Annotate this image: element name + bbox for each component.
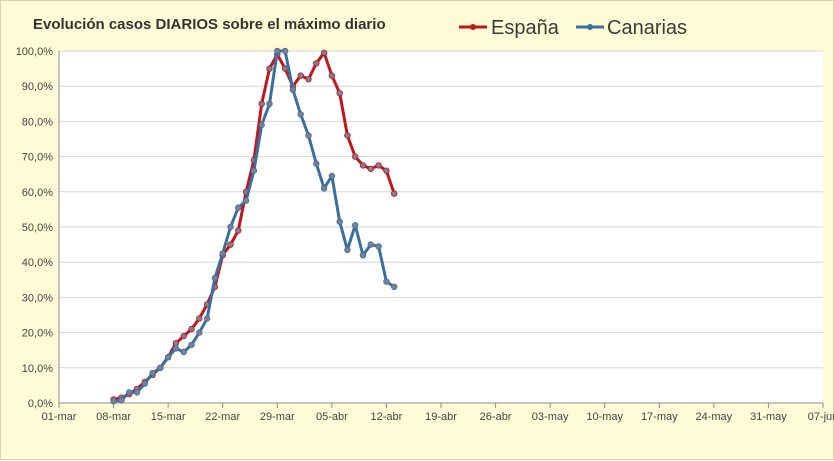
data-point-canarias xyxy=(281,47,289,55)
data-point-canarias xyxy=(203,315,211,322)
axes xyxy=(58,51,824,408)
data-point-espana xyxy=(336,89,343,97)
data-point-espana xyxy=(172,340,180,347)
x-tick-label: 01-mar xyxy=(42,411,77,423)
data-point-canarias xyxy=(305,132,312,139)
data-point-espana xyxy=(383,167,390,174)
data-point-espana xyxy=(352,153,359,160)
x-tick-label: 29-mar xyxy=(260,411,295,423)
legend-marker-espana xyxy=(470,24,476,30)
tick-labels: 0,0% 10,0% 20,0% 30,0% 40,0% 50,0% 60,0% 70,0% 8… xyxy=(16,46,834,423)
x-tick-label: 19-abr xyxy=(425,411,457,423)
data-point-canarias xyxy=(320,185,328,192)
data-point-espana xyxy=(359,162,367,169)
data-point-canarias xyxy=(227,223,234,231)
data-point-canarias xyxy=(118,397,125,404)
data-point-canarias xyxy=(196,329,203,336)
data-point-canarias xyxy=(266,100,273,107)
y-tick-label: 40,0% xyxy=(22,257,53,269)
x-tick-label: 15-mar xyxy=(151,411,186,423)
data-point-canarias xyxy=(375,243,382,250)
data-point-canarias xyxy=(289,86,297,93)
data-point-canarias xyxy=(149,369,156,377)
data-point-espana xyxy=(344,132,351,139)
x-tick-label: 12-abr xyxy=(371,411,403,423)
x-tick-label: 26-abr xyxy=(480,411,512,423)
data-point-canarias xyxy=(164,354,172,361)
data-point-canarias xyxy=(336,218,343,225)
data-point-espana xyxy=(188,325,195,333)
data-point-espana xyxy=(235,227,242,234)
x-tick-label: 07-jun xyxy=(808,411,834,423)
data-point-canarias xyxy=(110,398,117,405)
data-point-espana xyxy=(391,190,398,197)
x-tick-label: 08-mar xyxy=(96,411,131,423)
data-point-canarias xyxy=(188,341,195,349)
data-point-canarias xyxy=(313,160,320,167)
y-tick-label: 60,0% xyxy=(22,187,53,199)
data-point-canarias xyxy=(211,274,219,282)
series-lines xyxy=(110,47,398,405)
y-tick-label: 0,0% xyxy=(28,398,53,410)
data-point-canarias xyxy=(274,47,281,55)
data-point-canarias xyxy=(235,204,242,211)
data-point-canarias xyxy=(328,172,336,180)
data-point-canarias xyxy=(258,121,265,129)
data-point-espana xyxy=(320,49,328,56)
y-tick-label: 20,0% xyxy=(22,328,53,340)
y-tick-label: 90,0% xyxy=(22,81,53,93)
x-tick-label: 24-may xyxy=(696,411,733,423)
data-point-canarias xyxy=(125,389,133,396)
data-point-espana xyxy=(313,60,320,67)
gridlines xyxy=(59,50,823,369)
data-point-espana xyxy=(196,315,203,322)
data-point-espana xyxy=(180,332,187,340)
x-tick-label: 10-may xyxy=(586,411,623,423)
data-point-canarias xyxy=(180,348,187,356)
data-point-canarias xyxy=(242,197,250,204)
data-point-espana xyxy=(297,72,304,79)
x-tick-label: 22-mar xyxy=(205,411,240,423)
x-tick-label: 31-may xyxy=(750,411,787,423)
x-tick-label: 05-abr xyxy=(316,411,348,423)
y-tick-label: 80,0% xyxy=(22,116,53,128)
data-point-canarias xyxy=(172,345,180,352)
data-point-canarias xyxy=(383,278,390,285)
y-tick-label: 50,0% xyxy=(22,222,53,234)
y-tick-label: 70,0% xyxy=(22,152,53,164)
data-point-canarias xyxy=(352,221,359,229)
data-point-canarias xyxy=(133,389,141,396)
x-tick-label: 03-may xyxy=(532,411,569,423)
data-point-espana xyxy=(328,72,336,79)
data-point-canarias xyxy=(297,111,304,118)
data-point-canarias xyxy=(219,250,226,257)
data-point-espana xyxy=(266,65,273,72)
legend-label-espana: España xyxy=(491,17,560,39)
data-point-espana xyxy=(375,162,382,169)
legend-marker-canarias xyxy=(587,24,593,30)
y-tick-label: 100,0% xyxy=(16,46,54,58)
y-tick-label: 10,0% xyxy=(22,363,53,375)
data-point-canarias xyxy=(359,251,367,259)
data-point-espana xyxy=(227,241,234,248)
data-point-espana xyxy=(305,75,312,83)
legend-label-canarias: Canarias xyxy=(607,17,687,39)
data-point-canarias xyxy=(391,283,398,290)
legend: España Canarias xyxy=(459,17,687,39)
data-point-canarias xyxy=(367,241,374,248)
data-point-espana xyxy=(367,165,374,173)
chart-title: Evolución casos DIARIOS sobre el máximo … xyxy=(33,16,386,33)
data-point-canarias xyxy=(141,380,148,387)
data-point-espana xyxy=(258,100,265,107)
data-point-canarias xyxy=(250,167,258,174)
data-point-canarias xyxy=(157,364,164,371)
data-point-canarias xyxy=(344,246,351,254)
x-tick-label: 17-may xyxy=(641,411,678,423)
y-tick-label: 30,0% xyxy=(22,292,53,304)
